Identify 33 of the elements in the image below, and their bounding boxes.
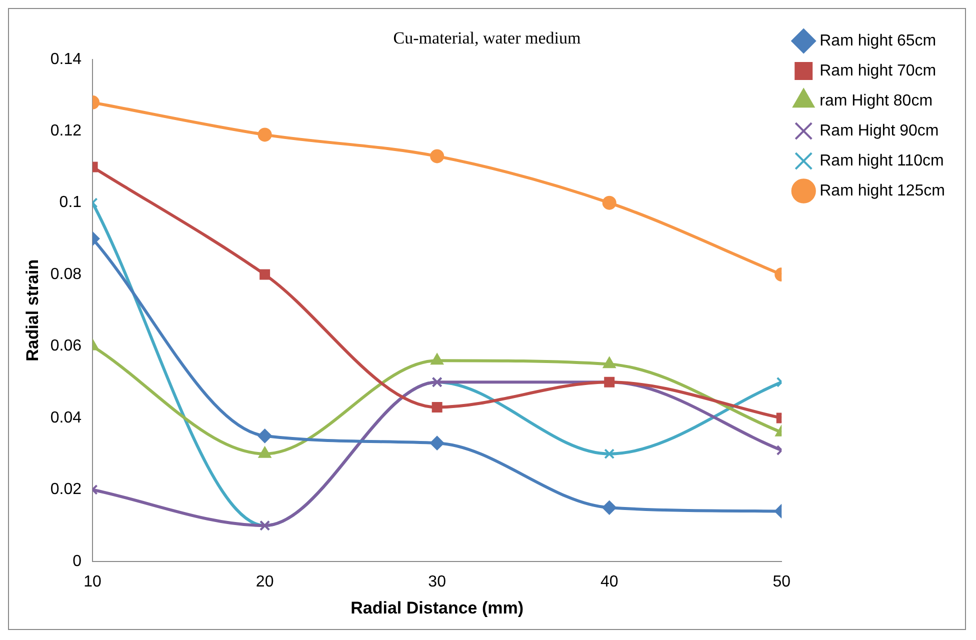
legend-label: Ram hight 125cm bbox=[820, 182, 945, 200]
y-tick-label: 0 bbox=[72, 552, 82, 570]
y-tick-label: 0.14 bbox=[50, 50, 82, 68]
y-tick-label: 0.02 bbox=[50, 481, 82, 498]
point bbox=[430, 436, 444, 450]
point bbox=[432, 402, 442, 412]
legend-label: Ram hight 110cm bbox=[820, 152, 944, 170]
point bbox=[258, 446, 272, 458]
y-tick-label: 0.12 bbox=[50, 122, 82, 140]
legend-label: Ram Hight 90cm bbox=[820, 122, 939, 140]
y-tick-label: 0.04 bbox=[50, 409, 82, 426]
x-tick-label: 40 bbox=[600, 573, 618, 590]
y-tick-label: 0.1 bbox=[59, 194, 82, 212]
x-axis-title: Radial Distance (mm) bbox=[350, 598, 524, 618]
x-tick-label: 10 bbox=[84, 573, 102, 590]
point bbox=[602, 500, 616, 515]
legend-label: Ram hight 65cm bbox=[820, 32, 936, 50]
chart-title: Cu-material, water medium bbox=[393, 28, 581, 48]
point bbox=[430, 354, 444, 365]
point bbox=[258, 428, 272, 443]
legend-label: Ram hight 70cm bbox=[820, 62, 936, 80]
point bbox=[430, 149, 444, 164]
y-tick-label: 0.08 bbox=[50, 266, 82, 283]
point bbox=[603, 357, 616, 368]
point bbox=[258, 128, 272, 142]
x-tick-label: 50 bbox=[772, 573, 791, 590]
point bbox=[260, 269, 270, 280]
legend-label: ram Hight 80cm bbox=[820, 92, 933, 110]
point bbox=[602, 196, 616, 210]
x-tick-label: 20 bbox=[256, 573, 274, 590]
y-tick-label: 0.06 bbox=[50, 338, 82, 355]
x-tick-label: 30 bbox=[428, 573, 446, 590]
y-axis-title: Radial strain bbox=[22, 259, 42, 362]
